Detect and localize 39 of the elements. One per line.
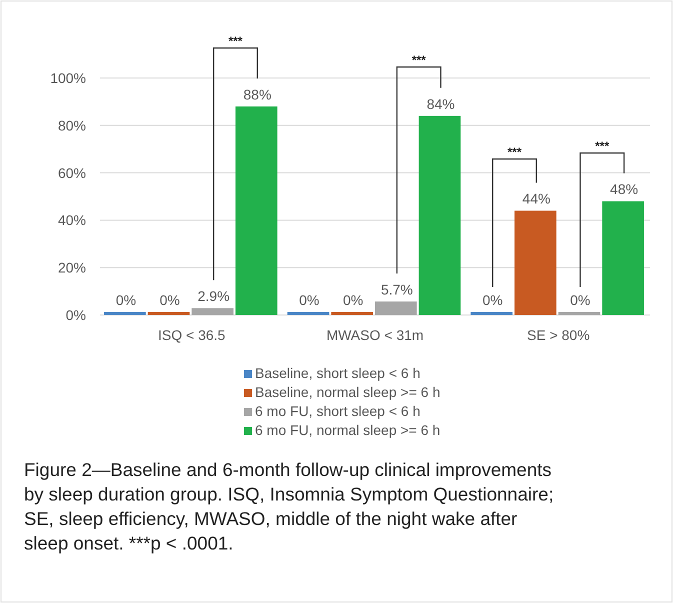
data-label: 84% [426, 96, 455, 112]
data-label: 5.7% [380, 281, 413, 298]
data-label: 2.9% [198, 288, 230, 304]
bar [602, 201, 644, 315]
bar [148, 312, 190, 315]
data-label: 88% [243, 86, 272, 102]
caption: Figure 2—Baseline and 6-month follow-up clinical improvements by sleep duration group. ISQ, Insomnia Symptom Questionnaire; SE, sleep efficiency, MWASO, middle of the night wake after sleep onset. ***p < .0001. [24, 459, 554, 554]
data-label: 0% [342, 292, 364, 308]
data-label: 0% [299, 292, 320, 308]
y-tick-label: 100% [50, 70, 86, 86]
bar [235, 106, 278, 315]
y-tick-label: 60% [58, 164, 86, 181]
data-label: 44% [522, 190, 550, 207]
annotation: *** [595, 139, 610, 153]
text: *** [412, 53, 426, 67]
legend-label: Baseline, short sleep < 6 h [255, 365, 420, 381]
legend-label: Baseline, normal sleep >= 6 h [255, 384, 440, 400]
x-tick-label: SE > 80% [527, 327, 590, 343]
bar [331, 312, 373, 315]
data-label: 48% [610, 181, 638, 198]
data-label: 0% [160, 292, 180, 308]
y-tick-label: 40% [58, 212, 86, 228]
y-tick-label: 80% [58, 117, 86, 134]
legend-label: 6 mo FU, normal sleep >= 6 h [255, 422, 440, 438]
bar [287, 312, 330, 315]
bar [470, 312, 513, 315]
x-tick-label: ISQ < 36.5 [158, 327, 226, 343]
data-label: 0% [570, 292, 590, 308]
annotation: *** [508, 145, 522, 159]
bar [514, 210, 556, 315]
bar [104, 312, 146, 315]
data-label: 0% [116, 292, 136, 308]
y-tick-label: 0% [66, 307, 86, 323]
x-tick-label: MWASO < 31m [326, 327, 424, 343]
legend-label: 6 mo FU, short sleep < 6 h [255, 403, 420, 419]
y-tick-label: 20% [58, 260, 86, 276]
bar [418, 116, 461, 315]
text: *** [228, 34, 243, 48]
data-label: 0% [482, 292, 503, 308]
